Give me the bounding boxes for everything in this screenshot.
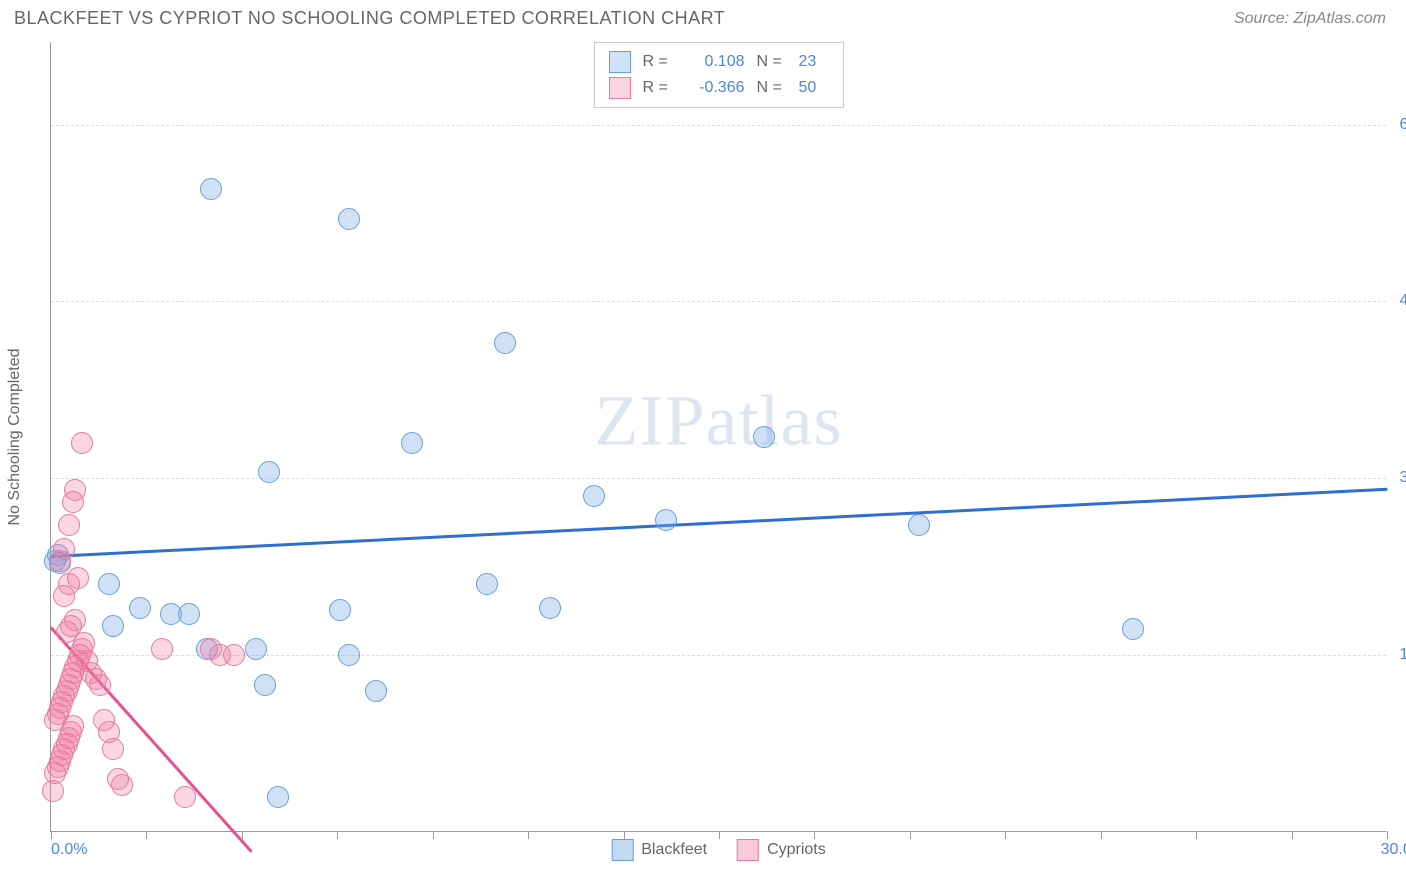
y-axis-title: No Schooling Completed xyxy=(6,348,24,525)
scatter-point xyxy=(151,638,173,660)
r-label: R = xyxy=(643,79,673,97)
scatter-point xyxy=(539,597,561,619)
scatter-point xyxy=(583,485,605,507)
x-tick xyxy=(1292,831,1293,839)
scatter-point xyxy=(89,674,111,696)
y-tick-label: 3.0% xyxy=(1390,469,1406,487)
scatter-point xyxy=(494,332,516,354)
n-value: 23 xyxy=(799,53,829,71)
x-tick xyxy=(1005,831,1006,839)
scatter-point xyxy=(71,432,93,454)
x-tick xyxy=(910,831,911,839)
scatter-point xyxy=(245,638,267,660)
r-value: -0.366 xyxy=(685,79,745,97)
scatter-point xyxy=(401,432,423,454)
scatter-chart: No Schooling Completed ZIPatlas R =0.108… xyxy=(50,42,1386,832)
scatter-point xyxy=(338,644,360,666)
scatter-point xyxy=(53,538,75,560)
x-tick xyxy=(242,831,243,839)
legend-label: Blackfeet xyxy=(641,841,707,859)
legend-item: Blackfeet xyxy=(611,839,707,861)
x-tick xyxy=(528,831,529,839)
series-legend: Blackfeet Cypriots xyxy=(611,839,826,861)
legend-row: R = -0.366 N = 50 xyxy=(609,75,829,101)
scatter-point xyxy=(174,786,196,808)
y-tick-label: 1.5% xyxy=(1390,646,1406,664)
scatter-point xyxy=(267,786,289,808)
correlation-legend: R = 0.108 N = 23 R = -0.366 N = 50 xyxy=(594,42,844,108)
n-label: N = xyxy=(757,79,787,97)
legend-label: Cypriots xyxy=(767,841,826,859)
scatter-point xyxy=(200,178,222,200)
scatter-point xyxy=(178,603,200,625)
x-tick xyxy=(146,831,147,839)
legend-swatch xyxy=(737,839,759,861)
scatter-point xyxy=(102,738,124,760)
scatter-point xyxy=(258,461,280,483)
scatter-point xyxy=(64,609,86,631)
scatter-point xyxy=(908,514,930,536)
scatter-point xyxy=(98,573,120,595)
n-value: 50 xyxy=(799,79,829,97)
legend-item: Cypriots xyxy=(737,839,826,861)
scatter-point xyxy=(1122,618,1144,640)
scatter-point xyxy=(753,426,775,448)
scatter-point xyxy=(329,599,351,621)
scatter-point xyxy=(338,208,360,230)
watermark: ZIPatlas xyxy=(595,379,843,462)
scatter-point xyxy=(64,479,86,501)
x-tick xyxy=(51,831,52,839)
scatter-point xyxy=(111,774,133,796)
x-tick xyxy=(337,831,338,839)
x-tick xyxy=(433,831,434,839)
n-label: N = xyxy=(757,53,787,71)
r-label: R = xyxy=(643,53,673,71)
trend-line xyxy=(51,488,1387,558)
chart-title: BLACKFEET VS CYPRIOT NO SCHOOLING COMPLE… xyxy=(14,8,725,29)
legend-row: R = 0.108 N = 23 xyxy=(609,49,829,75)
x-tick xyxy=(1387,831,1388,839)
scatter-point xyxy=(223,644,245,666)
scatter-point xyxy=(102,615,124,637)
x-tick xyxy=(719,831,720,839)
scatter-point xyxy=(58,514,80,536)
scatter-point xyxy=(655,509,677,531)
x-tick xyxy=(624,831,625,839)
scatter-point xyxy=(254,674,276,696)
y-tick-label: 4.5% xyxy=(1390,292,1406,310)
x-axis-max-label: 30.0% xyxy=(1381,841,1406,859)
legend-swatch xyxy=(609,77,631,99)
scatter-point xyxy=(476,573,498,595)
x-axis-min-label: 0.0% xyxy=(51,841,87,859)
x-tick xyxy=(1101,831,1102,839)
y-tick-label: 6.0% xyxy=(1390,116,1406,134)
gridline xyxy=(51,478,1386,479)
source-label: Source: ZipAtlas.com xyxy=(1234,10,1386,28)
r-value: 0.108 xyxy=(685,53,745,71)
x-tick xyxy=(814,831,815,839)
legend-swatch xyxy=(609,51,631,73)
gridline xyxy=(51,125,1386,126)
legend-swatch xyxy=(611,839,633,861)
scatter-point xyxy=(67,567,89,589)
scatter-point xyxy=(129,597,151,619)
x-tick xyxy=(1196,831,1197,839)
gridline xyxy=(51,301,1386,302)
scatter-point xyxy=(365,680,387,702)
